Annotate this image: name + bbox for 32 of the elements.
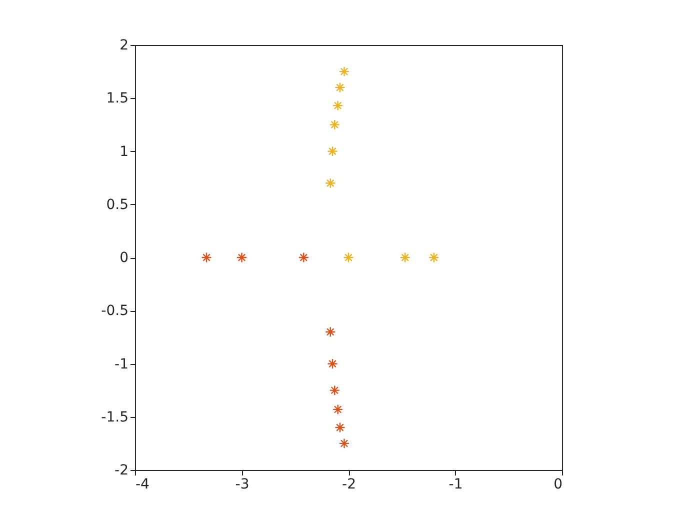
point (338, 438, 350, 449)
point (329, 119, 340, 130)
point (298, 252, 310, 263)
x-tick-label: -2 (342, 476, 356, 492)
y-tick-label: -1.5 (101, 409, 128, 426)
y-tick-label: 1 (120, 144, 128, 160)
y-tick-label: 0 (120, 250, 128, 266)
x-tick-label: -3 (235, 476, 250, 492)
point (325, 178, 336, 188)
y-tick-label: 0.5 (106, 196, 128, 213)
y-tick-label: 1.5 (106, 90, 128, 107)
point (327, 358, 338, 370)
point (329, 384, 340, 396)
point (400, 252, 410, 263)
x-tick-label: 0 (554, 476, 562, 492)
point (334, 422, 346, 433)
point (325, 326, 336, 338)
point (428, 252, 440, 263)
y-tick-label: -0.5 (101, 303, 128, 320)
y-tick-label: -1 (114, 356, 128, 372)
point (334, 82, 346, 93)
y-tick-label: -2 (114, 462, 128, 478)
x-tick-label: -1 (448, 476, 463, 492)
point (327, 146, 338, 157)
x-tick-label: -4 (136, 476, 150, 492)
point (338, 66, 350, 77)
point (332, 100, 344, 111)
y-tick-label: 2 (120, 38, 128, 54)
point (343, 252, 354, 263)
point (201, 252, 212, 263)
point (332, 404, 344, 415)
point (236, 252, 248, 263)
